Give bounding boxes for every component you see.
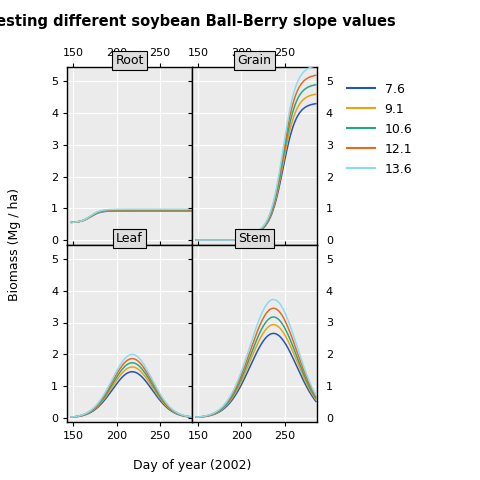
Text: Stem: Stem	[238, 232, 271, 245]
Text: Biomass (Mg / ha): Biomass (Mg / ha)	[8, 188, 21, 301]
Text: Grain: Grain	[238, 54, 271, 67]
Text: Testing different soybean Ball-Berry slope values: Testing different soybean Ball-Berry slo…	[0, 14, 396, 29]
Text: Root: Root	[115, 54, 144, 67]
Text: Leaf: Leaf	[116, 232, 143, 245]
Legend: 7.6, 9.1, 10.6, 12.1, 13.6: 7.6, 9.1, 10.6, 12.1, 13.6	[347, 83, 412, 176]
Text: Day of year (2002): Day of year (2002)	[133, 459, 251, 472]
